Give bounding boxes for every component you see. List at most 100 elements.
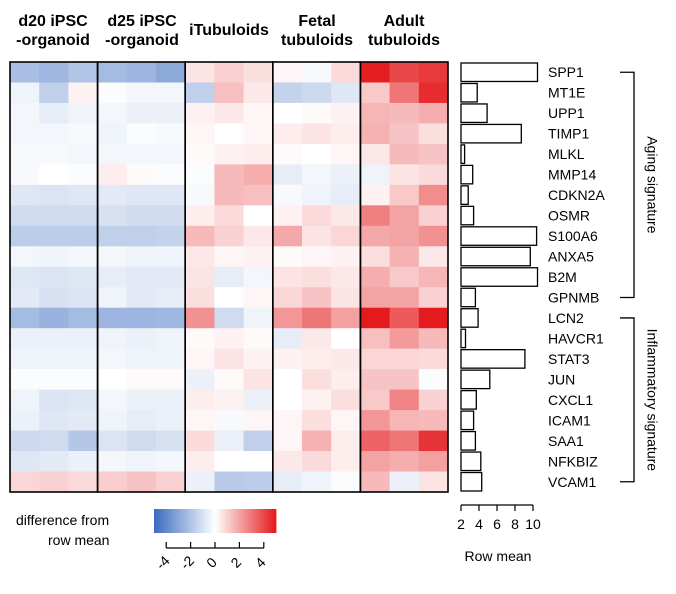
heat-cell-SPP1-15 <box>418 62 449 83</box>
heat-cell-MMP14-1 <box>10 164 40 186</box>
group-borders <box>9 61 449 493</box>
heat-cell-CDKN2A-15 <box>418 184 449 206</box>
legend-tick-label-4: 4 <box>252 554 269 571</box>
legend-tick-label--2: -2 <box>177 552 197 572</box>
heat-cell-SAA1-6 <box>156 430 186 452</box>
heat-cell-NFKBIZ-6 <box>156 451 186 472</box>
heat-cell-GPNMB-8 <box>214 287 244 309</box>
heat-cell-ANXA5-2 <box>39 246 69 268</box>
heat-cell-MT1E-15 <box>418 82 449 104</box>
heat-cell-NFKBIZ-12 <box>331 451 361 472</box>
heat-cell-UPP1-9 <box>243 102 274 124</box>
legend-swatch-37 <box>227 509 230 533</box>
heat-cell-ICAM1-8 <box>214 410 244 431</box>
heat-cell-CDKN2A-3 <box>68 184 98 206</box>
heat-cell-GPNMB-1 <box>10 287 40 309</box>
heat-cell-VCAM1-7 <box>185 471 215 493</box>
heat-cell-HAVCR1-2 <box>39 328 69 350</box>
heat-cell-LCN2-6 <box>156 307 186 329</box>
legend-swatch-46 <box>245 509 248 533</box>
gene-label-STAT3: STAT3 <box>548 351 590 367</box>
heat-cell-B2M-15 <box>418 266 449 288</box>
row-mean-tick-label-8: 8 <box>511 516 519 532</box>
heat-cell-VCAM1-15 <box>418 471 449 493</box>
heat-cell-VCAM1-11 <box>302 471 332 493</box>
gene-label-OSMR: OSMR <box>548 208 590 224</box>
heat-cell-TIMP1-10 <box>272 123 303 145</box>
heat-cell-HAVCR1-11 <box>302 328 332 350</box>
heat-cell-ICAM1-7 <box>185 410 215 431</box>
heat-cell-OSMR-14 <box>389 205 420 227</box>
heat-cell-MMP14-8 <box>214 164 244 186</box>
heat-cell-MMP14-5 <box>126 164 157 186</box>
heat-cell-CXCL1-15 <box>418 389 449 411</box>
legend-swatch-52 <box>257 509 261 533</box>
heat-cell-UPP1-13 <box>360 102 390 124</box>
heat-cell-ICAM1-10 <box>272 410 303 431</box>
legend-swatch-6 <box>164 509 167 533</box>
heat-cell-MMP14-9 <box>243 164 274 186</box>
heat-cell-OSMR-2 <box>39 205 69 227</box>
heat-cell-NFKBIZ-14 <box>389 451 420 472</box>
legend-swatch-28 <box>208 509 212 533</box>
heat-cell-JUN-6 <box>156 369 186 391</box>
heat-cell-B2M-2 <box>39 266 69 288</box>
gene-label-MLKL: MLKL <box>548 146 585 162</box>
heat-cell-TIMP1-7 <box>185 123 215 145</box>
heat-cell-SAA1-12 <box>331 430 361 452</box>
legend-swatch-9 <box>170 509 173 533</box>
gene-label-B2M: B2M <box>548 269 577 285</box>
gene-label-CXCL1: CXCL1 <box>548 392 593 408</box>
legend-swatch-39 <box>231 509 234 533</box>
gene-label-JUN: JUN <box>548 371 575 387</box>
legend-swatch-16 <box>184 509 187 533</box>
heat-cell-TIMP1-2 <box>39 123 69 145</box>
legend-title-line1: difference from <box>16 512 109 528</box>
heat-cell-JUN-9 <box>243 369 274 391</box>
legend-swatch-27 <box>206 509 210 533</box>
heat-cell-VCAM1-13 <box>360 471 390 493</box>
heat-cell-MLKL-3 <box>68 143 98 165</box>
legend-swatch-36 <box>225 509 228 533</box>
row-mean-bar-TIMP1 <box>460 123 522 144</box>
heat-cell-NFKBIZ-13 <box>360 451 390 472</box>
legend-swatch-32 <box>217 509 220 533</box>
legend-swatch-34 <box>221 509 224 533</box>
heat-cell-OSMR-8 <box>214 205 244 227</box>
heat-cell-GPNMB-12 <box>331 287 361 309</box>
heat-cell-GPNMB-7 <box>185 287 215 309</box>
heat-cell-HAVCR1-15 <box>418 328 449 350</box>
heat-cell-UPP1-14 <box>389 102 420 124</box>
legend-swatch-1 <box>154 509 157 533</box>
heat-cell-NFKBIZ-8 <box>214 451 244 472</box>
heat-cell-S100A6-4 <box>97 225 128 247</box>
heat-cell-B2M-1 <box>10 266 40 288</box>
heat-cell-OSMR-4 <box>97 205 128 227</box>
heat-cell-MMP14-2 <box>39 164 69 186</box>
heat-cell-MLKL-6 <box>156 143 186 165</box>
legend-swatch-50 <box>253 509 257 533</box>
heat-cell-LCN2-7 <box>185 307 215 329</box>
row-mean-tick-label-4: 4 <box>475 516 483 532</box>
heat-cell-CDKN2A-10 <box>272 184 303 206</box>
heat-cell-GPNMB-4 <box>97 287 128 309</box>
signature-label-2: Inflammatory signature <box>644 329 660 472</box>
heat-cell-MT1E-8 <box>214 82 244 104</box>
row-mean-bar-MT1E <box>460 82 478 103</box>
heat-cell-CDKN2A-14 <box>389 184 420 206</box>
heat-cell-S100A6-10 <box>272 225 303 247</box>
heat-cell-MMP14-6 <box>156 164 186 186</box>
group-border-5 <box>359 61 449 493</box>
heat-cell-B2M-11 <box>302 266 332 288</box>
heat-cell-MT1E-6 <box>156 82 186 104</box>
heat-cell-HAVCR1-3 <box>68 328 98 350</box>
heat-cell-B2M-4 <box>97 266 128 288</box>
heat-cell-GPNMB-14 <box>389 287 420 309</box>
heat-cell-TIMP1-3 <box>68 123 98 145</box>
heat-cell-VCAM1-9 <box>243 471 274 493</box>
legend-swatch-54 <box>261 509 265 533</box>
heat-cell-OSMR-6 <box>156 205 186 227</box>
heat-cell-MT1E-2 <box>39 82 69 104</box>
legend-swatch-49 <box>251 509 255 533</box>
heat-cell-STAT3-3 <box>68 348 98 370</box>
